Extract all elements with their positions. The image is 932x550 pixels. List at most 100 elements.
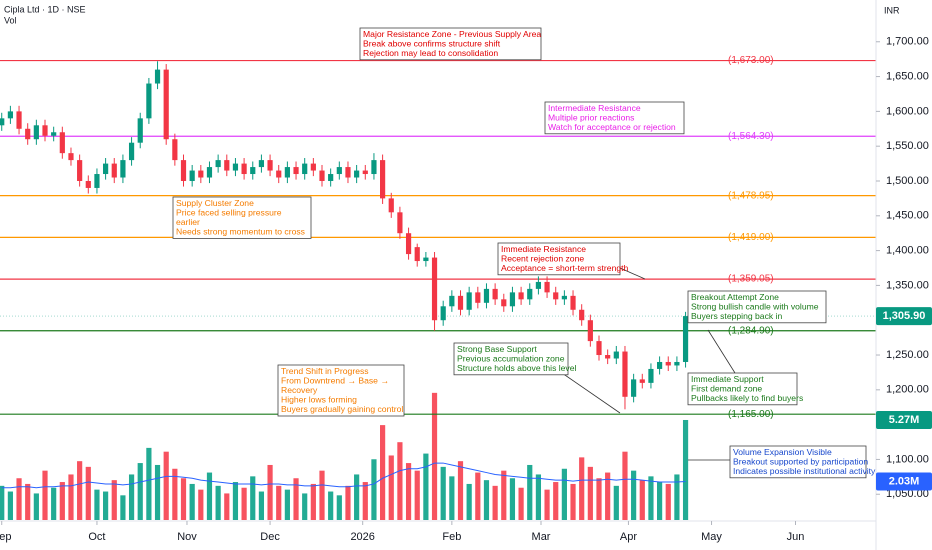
volume-bar [0,485,5,520]
volume-bar [596,478,602,520]
y-tick-label: 1,550.00 [886,140,929,152]
volume-bar [544,489,550,520]
candle-body [293,167,299,175]
annotation-text: Previous accumulation zone [457,353,565,363]
y-tick-label: 1,700.00 [886,36,929,48]
candle-body [103,163,109,175]
y-tick-label: 1,500.00 [886,175,929,187]
candle-body [310,163,316,171]
candle-body [172,139,178,161]
volume-bar [622,451,628,520]
volume-bar [16,478,22,520]
candle-body [674,361,680,366]
candle-body [466,292,472,310]
volume-bar [388,455,394,520]
candle-body [371,160,377,175]
candle-body [25,128,31,140]
x-tick-label: Jun [787,531,805,543]
candle-body [431,257,438,321]
candle-body [518,292,524,300]
y-tick-label: 1,250.00 [886,349,929,361]
volume-bar [483,480,490,520]
annotation-text: Supply Cluster Zone [176,198,254,208]
y-tick-label: 1,100.00 [886,453,929,465]
candle-body [336,167,342,175]
volume-bar [120,495,126,520]
candle-body [276,170,282,178]
volume-bar [648,476,654,520]
level-label: (1,419.00) [728,232,774,243]
volume-bar [310,483,316,520]
annotation-box [687,290,827,324]
volume-bar [51,487,57,520]
candle-body [613,351,619,359]
volume-bar [180,478,187,520]
candle-body [137,118,143,143]
volume-ma-badge-bg [876,472,932,491]
volume-ma-line [1,462,686,489]
volume-bar [103,491,109,520]
annotation-text: Structure holds above this level [457,363,577,373]
annotation-text: Higher lows forming [281,395,357,405]
volume-bar [431,392,438,520]
candle-body [483,288,490,303]
candle-body [657,361,663,369]
y-tick-label: 1,050.00 [886,488,929,500]
volume-bar [94,489,100,520]
chart-title: Cipla Ltd · 1D · NSE [4,4,86,14]
candle-body [561,295,567,300]
annotation-connector [561,372,621,414]
candle-body [579,309,585,321]
volume-bar [250,476,256,520]
annotation-text: Rejection may lead to consolidation [363,48,498,58]
volume-bar [154,464,161,520]
candle-body [111,163,117,178]
annotation-text: Immediate Resistance [501,244,586,254]
annotation-connector [707,329,736,374]
annotation-text: Price faced selling pressure [176,207,282,217]
volume-bar [440,466,446,520]
annotation-text: Pullbacks likely to find buyers [691,393,803,403]
volume-bar [345,485,351,520]
volume-bar [7,491,13,520]
candle-body [535,281,542,289]
volume-bar [172,468,178,520]
candle-body [267,160,273,171]
level-label: (1,478.95) [728,190,774,201]
candle-body [380,160,386,199]
candle-body [475,292,481,303]
volume-bar [371,459,377,520]
candle-body [449,295,455,307]
candle-body [405,233,412,255]
candle-body [33,125,39,140]
volume-bar [665,483,671,520]
candle-body [596,341,602,356]
volume-bar [336,495,342,520]
annotation-text: Watch for acceptance or rejection [548,122,676,132]
volume-label: Vol [4,15,17,25]
annotation-text: Buyers gradually gaining control [281,404,403,414]
candle-body [492,288,498,300]
volume-bar [128,474,135,520]
candle-body [639,379,645,383]
volume-bar [328,491,334,520]
candle-body [362,170,368,175]
candle-body [59,132,65,154]
volume-bar [137,463,143,520]
volume-bar [42,470,48,520]
candle-body [631,379,637,397]
y-tick-label: 1,600.00 [886,105,929,117]
volume-bar [405,463,412,520]
x-tick-label: Feb [442,531,461,543]
volume-bar [362,482,368,520]
volume-bar [111,480,117,520]
level-label: (1,673.00) [728,55,774,66]
candle-body [258,160,265,168]
candle-body [180,160,187,181]
candle-body [682,316,689,362]
candle-body [128,142,135,161]
volume-bar [682,419,689,520]
volume-bar [674,474,680,520]
candle-body [345,167,351,178]
